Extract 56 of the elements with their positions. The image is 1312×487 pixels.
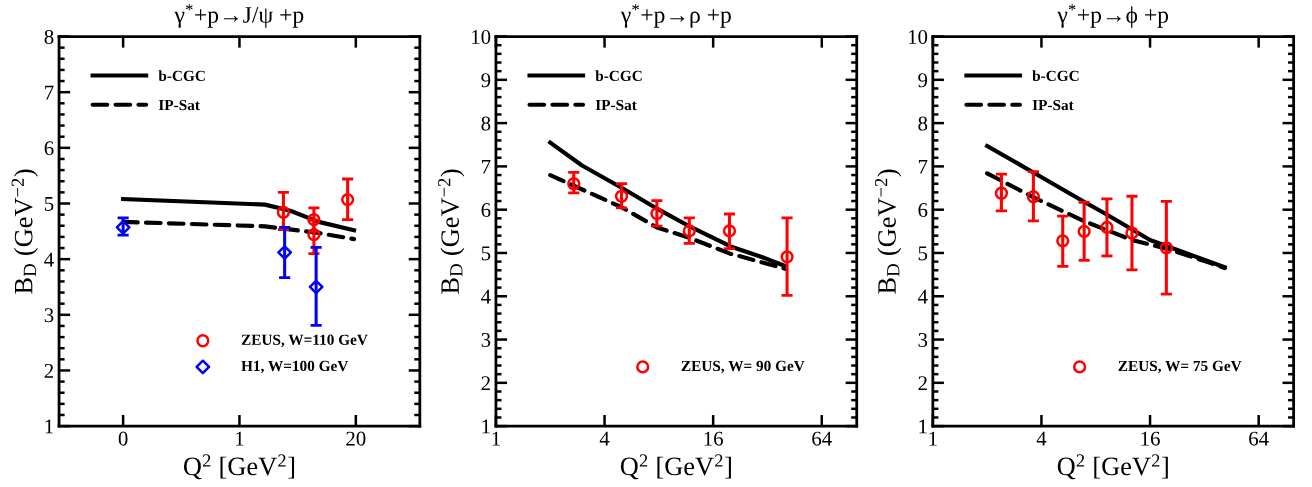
y-tick-label: 6 bbox=[44, 141, 54, 156]
y-tick-label: 5 bbox=[481, 246, 491, 261]
y-tick-label: 8 bbox=[918, 116, 928, 131]
y-tick-label: 9 bbox=[918, 73, 928, 88]
legend-label: ZEUS, W= 75 GeV bbox=[1118, 360, 1242, 374]
x-tick-label: 20 bbox=[346, 431, 366, 446]
y-tick-label: 2 bbox=[918, 376, 927, 391]
y-tick-label: 4 bbox=[481, 289, 491, 304]
y-tick-label: 8 bbox=[44, 29, 54, 44]
y-tick-label: 10 bbox=[908, 29, 928, 44]
x-tick-label: 64 bbox=[812, 431, 832, 446]
legend-label: b-CGC bbox=[595, 70, 642, 81]
y-tick-label: 9 bbox=[481, 73, 491, 88]
y-tick-label: 7 bbox=[918, 159, 928, 174]
y-tick-label: 7 bbox=[482, 159, 491, 174]
x-tick-label: 0 bbox=[118, 431, 128, 446]
legend-label: b-CGC bbox=[158, 70, 205, 81]
y-tick-label: 3 bbox=[481, 332, 491, 347]
y-tick-label: 1 bbox=[919, 419, 927, 434]
y-tick-label: 4 bbox=[44, 252, 54, 267]
y-tick-label: 6 bbox=[918, 203, 928, 218]
y-axis-title: B$_{D}$ (GeV$^{−2}$) bbox=[11, 169, 38, 294]
y-tick-label: 1 bbox=[45, 419, 53, 434]
y-tick-label: 1 bbox=[482, 419, 490, 434]
y-tick-label: 5 bbox=[44, 197, 54, 211]
legend-label: b-CGC bbox=[1032, 70, 1079, 81]
y-tick-label: 3 bbox=[918, 332, 928, 347]
chart-title: γ$^{*}$+p→ρ +p bbox=[620, 4, 731, 28]
x-axis-title: Q$^{2}$ [GeV$^{2}$] bbox=[620, 454, 731, 480]
y-axis-title: B$_{D}$ (GeV$^{−2}$) bbox=[874, 169, 902, 294]
x-axis-title: Q$^{2}$ [GeV$^{2}$] bbox=[183, 454, 295, 480]
legend-label: IP-Sat bbox=[158, 99, 200, 111]
x-tick-label: 4 bbox=[1036, 431, 1047, 446]
legend-label: ZEUS, W=110 GeV bbox=[241, 334, 368, 348]
x-tick-label: 4 bbox=[599, 431, 610, 446]
y-tick-label: 4 bbox=[917, 289, 928, 304]
x-tick-label: 64 bbox=[1249, 431, 1269, 446]
legend-label: ZEUS, W= 90 GeV bbox=[681, 360, 805, 374]
chart-title: γ$^{*}$+p→J/ψ +p bbox=[174, 4, 304, 28]
y-tick-label: 2 bbox=[481, 376, 490, 391]
y-axis-title: B$_{D}$ (GeV$^{−2}$) bbox=[438, 169, 465, 294]
y-tick-label: 3 bbox=[44, 308, 54, 323]
y-tick-label: 6 bbox=[481, 203, 491, 218]
y-tick-label: 10 bbox=[472, 29, 491, 44]
x-tick-label: 1 bbox=[236, 431, 244, 446]
x-axis-title: Q$^{2}$ [GeV$^{2}$] bbox=[1057, 454, 1168, 480]
y-tick-label: 5 bbox=[918, 246, 928, 261]
x-tick-label: 16 bbox=[704, 431, 723, 446]
legend-label: IP-Sat bbox=[1032, 99, 1074, 111]
y-tick-label: 2 bbox=[44, 363, 54, 378]
y-tick-label: 8 bbox=[481, 116, 491, 131]
y-tick-label: 7 bbox=[45, 85, 54, 100]
legend-label: H1, W=100 GeV bbox=[241, 360, 349, 374]
x-tick-label: 16 bbox=[1141, 431, 1160, 446]
chart-title: γ$^{*}$+p→ϕ +p bbox=[1057, 4, 1169, 28]
legend-label: IP-Sat bbox=[595, 99, 637, 111]
